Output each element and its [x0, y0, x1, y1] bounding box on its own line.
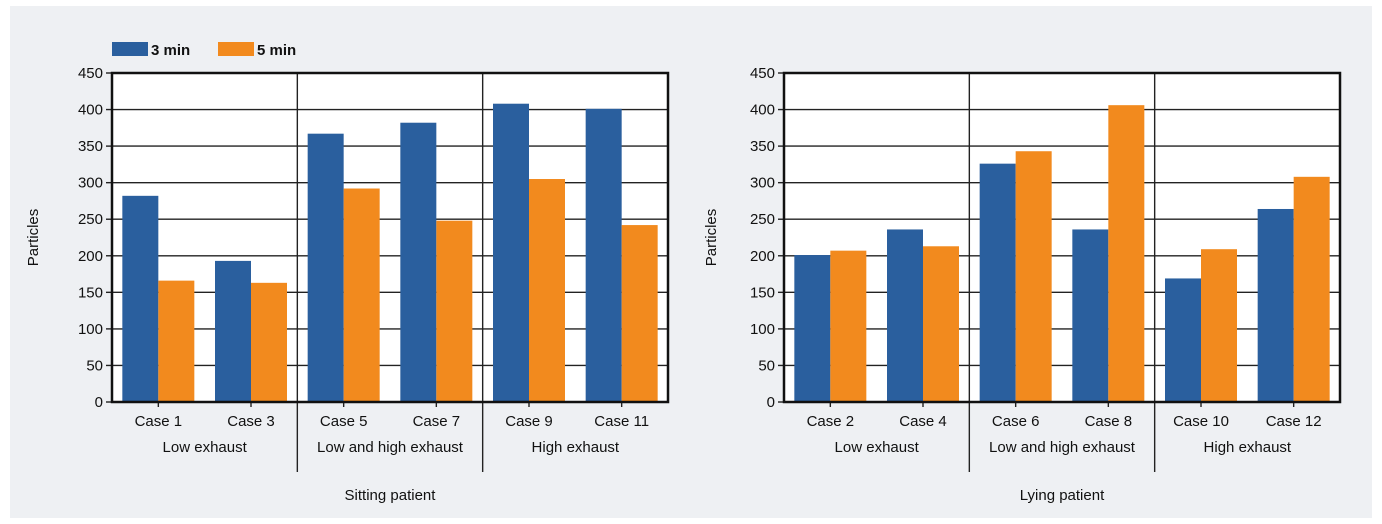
legend-label-5min: 5 min [257, 42, 296, 59]
chart2-bar-3min [887, 229, 923, 402]
chart2-bar-3min [979, 163, 1016, 402]
chart1-category-label: Case 1 [135, 413, 183, 430]
chart2-y-tick-label: 50 [758, 357, 775, 374]
chart1-bar-5min [158, 280, 195, 402]
chart2-x-axis-label: Lying patient [1020, 487, 1105, 504]
chart1-bar-5min [343, 188, 380, 402]
chart2-group-label: Low and high exhaust [989, 439, 1136, 456]
chart2-plot-area [784, 73, 1340, 402]
chart1-y-tick-label: 250 [78, 211, 103, 228]
chart1-bar-3min [585, 108, 622, 402]
chart1-y-tick-label: 0 [95, 394, 103, 411]
chart1-bar-3min [307, 133, 344, 402]
chart2-y-tick-label: 300 [750, 175, 775, 192]
chart2-y-axis-label: Particles [703, 209, 720, 267]
chart1-category-label: Case 9 [505, 413, 553, 430]
chart2-y-tick-label: 350 [750, 138, 775, 155]
chart-svg: 0 50 100 150 200 250 300 350 400 450 Case 1 Case 3 C… [25, 42, 1342, 504]
chart1-y-tick-label: 50 [86, 357, 103, 374]
chart1-y-tick-label: 400 [78, 102, 103, 119]
chart2-group-label: High exhaust [1204, 439, 1292, 456]
chart1-bar-3min [215, 260, 251, 402]
chart2-bar-3min [794, 255, 831, 402]
chart2-bar-5min [1015, 151, 1052, 402]
chart1-y-tick-label: 300 [78, 175, 103, 192]
chart2-category-label: Case 12 [1266, 413, 1322, 430]
chart2-bar-5min [1108, 105, 1145, 403]
chart1-category-label: Case 5 [320, 413, 368, 430]
chart1-group-label: Low exhaust [163, 439, 248, 456]
chart2-category-label: Case 4 [899, 413, 947, 430]
chart1-y-tick-label: 350 [78, 138, 103, 155]
chart2-y-tick-label: 100 [750, 321, 775, 338]
chart2-category-label: Case 2 [807, 413, 855, 430]
chart1-bar-3min [400, 122, 437, 403]
chart2-plot-frame [782, 71, 1342, 404]
chart1-y-axis-label: Particles [25, 209, 42, 267]
legend-swatch-3min [112, 42, 148, 56]
chart1-group-label: High exhaust [532, 439, 620, 456]
figure: 0 50 100 150 200 250 300 350 400 450 Case 1 Case 3 C… [10, 6, 1372, 518]
chart1-bar-3min [493, 103, 529, 402]
chart2-y-tick-label: 400 [750, 102, 775, 119]
legend-label-3min: 3 min [151, 42, 190, 59]
chart1-category-label: Case 7 [413, 413, 461, 430]
chart1-y-tick-label: 150 [78, 284, 103, 301]
chart1-bar-5min [621, 225, 658, 402]
chart1-bar-3min [122, 195, 159, 402]
legend-swatch-5min [218, 42, 254, 56]
chart2-category-label: Case 10 [1173, 413, 1229, 430]
chart1-plot-area [112, 73, 668, 402]
chart2-bar-3min [1165, 278, 1201, 402]
chart2-bar-3min [1072, 229, 1109, 402]
chart1-category-label: Case 3 [227, 413, 275, 430]
chart2-y-tick-label: 0 [767, 394, 775, 411]
chart2-category-label: Case 6 [992, 413, 1040, 430]
chart1-y-tick-label: 100 [78, 321, 103, 338]
chart2-y-tick-label: 450 [750, 65, 775, 82]
chart1-plot-frame [110, 71, 670, 404]
chart1-x-axis-label: Sitting patient [345, 487, 437, 504]
chart1-group-label: Low and high exhaust [317, 439, 464, 456]
chart2-category-label: Case 8 [1085, 413, 1133, 430]
chart1-bar-5min [529, 179, 565, 402]
chart2-y-tick-label: 250 [750, 211, 775, 228]
chart2-bar-3min [1257, 208, 1294, 402]
chart2-group-label: Low exhaust [835, 439, 920, 456]
chart2-bar-5min [923, 246, 959, 402]
chart1-category-label: Case 11 [594, 413, 649, 430]
chart2-bar-5min [1201, 249, 1237, 402]
chart1-bar-5min [251, 282, 287, 402]
chart1-y-tick-label: 450 [78, 65, 103, 82]
chart2-bar-5min [830, 250, 867, 402]
chart2-y-tick-label: 150 [750, 284, 775, 301]
chart2-y-tick-label: 200 [750, 248, 775, 265]
chart1-y-tick-label: 200 [78, 248, 103, 265]
chart2-bar-5min [1293, 176, 1330, 402]
chart1-bar-5min [436, 220, 473, 402]
